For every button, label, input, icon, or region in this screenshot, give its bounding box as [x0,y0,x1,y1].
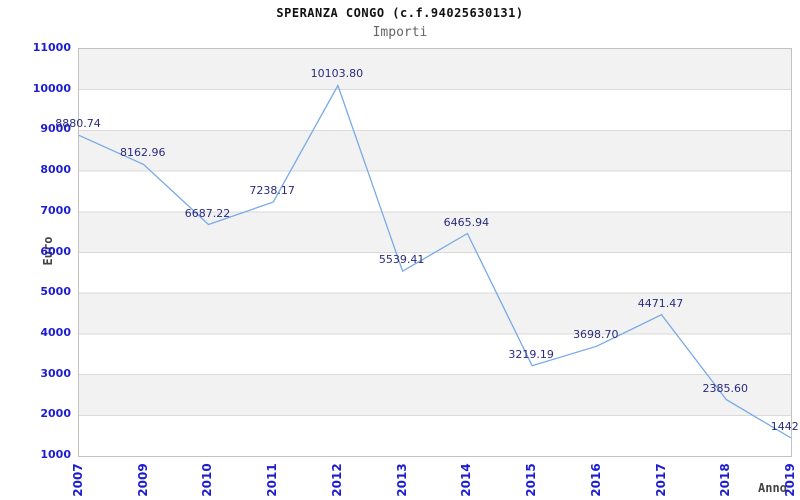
x-tick-label: 2010 [200,463,215,497]
x-tick-label: 2016 [588,463,603,497]
imports-line-series [79,83,791,439]
y-tick-label: 9000 [40,122,71,136]
data-point-label: 4471.47 [637,296,684,310]
x-tick-label: 2015 [524,463,539,497]
y-tick-label: 8000 [40,163,71,177]
x-tick-label: 2018 [718,463,733,497]
y-tick-label: 1000 [40,448,71,461]
x-axis-title: Anno [758,481,787,495]
y-tick-label: 11000 [32,41,71,54]
data-point-label: 5539.41 [378,253,425,267]
data-point-label: 3219.19 [508,347,554,361]
y-tick-label: 7000 [40,203,71,217]
x-tick-label: 2017 [653,463,668,497]
x-tick-label: 2007 [71,463,85,497]
data-point-label: 2385.60 [702,381,749,395]
y-tick-label: 4000 [40,325,71,339]
line-chart-svg [79,49,791,439]
data-point-label: 6687.22 [184,206,231,220]
background-band [79,211,791,253]
chart-title: SPERANZA CONGO (c.f.94025630131) [276,6,524,20]
background-band [79,49,791,90]
data-point-label: 6465.94 [443,215,490,229]
y-tick-label: 3000 [40,366,71,380]
x-tick-label: 2011 [265,463,280,497]
chart-subtitle: Importi [372,25,428,40]
x-tick-label: 2009 [135,463,150,497]
data-point-label: 8162.96 [119,146,166,160]
data-point-label: 1442.9 [770,419,800,433]
x-tick-label: 2019 [783,463,797,497]
x-tick-label: 2013 [394,463,409,497]
y-tick-label: 2000 [40,407,71,421]
y-tick-label: 6000 [40,244,71,258]
data-point-label: 7238.17 [249,184,295,198]
y-tick-label: 10000 [32,81,71,95]
background-band [79,374,791,416]
plot-area [78,48,792,457]
background-band [79,293,791,334]
background-band [79,130,791,172]
data-point-label: 10103.80 [310,67,364,81]
data-point-label: 8880.74 [55,117,101,131]
y-tick-label: 5000 [40,285,71,299]
data-point-label: 3698.70 [573,328,619,342]
x-tick-label: 2012 [329,463,344,497]
x-tick-label: 2014 [459,463,474,497]
